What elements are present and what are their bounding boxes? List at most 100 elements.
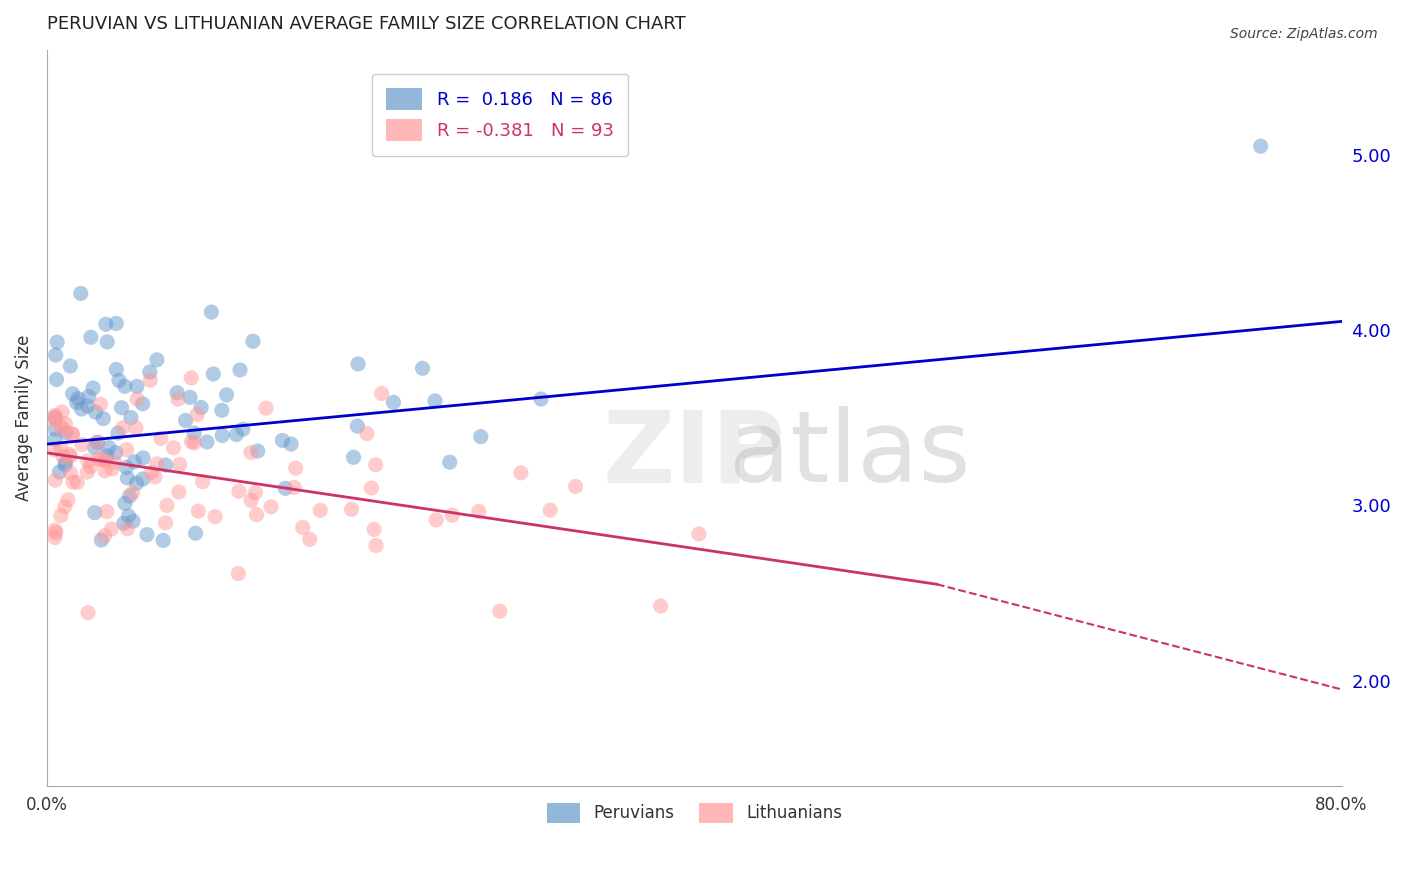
Point (260, 500, 283, 514)
Point (55, 425, 77, 440)
Point (70, 437, 93, 451)
Point (105, 362, 128, 376)
Point (180, 371, 202, 385)
Point (44, 413, 66, 427)
Point (49, 441, 72, 455)
Point (131, 397, 153, 411)
Point (118, 489, 141, 503)
Point (364, 458, 387, 472)
Point (211, 428, 233, 442)
Point (242, 334, 264, 349)
Point (104, 445, 127, 459)
Point (51, 405, 73, 419)
Point (191, 475, 214, 489)
Point (509, 466, 531, 480)
Point (62, 427, 84, 442)
Point (143, 470, 166, 484)
Point (152, 533, 174, 548)
Point (370, 386, 392, 401)
Y-axis label: Average Family Size: Average Family Size (15, 334, 32, 501)
Point (309, 503, 332, 517)
Point (44, 523, 66, 537)
Point (117, 508, 139, 523)
Point (146, 457, 169, 471)
Point (239, 445, 262, 459)
Point (186, 408, 208, 422)
Point (117, 522, 139, 536)
Text: atlas: atlas (728, 406, 970, 503)
Point (200, 305, 222, 319)
Point (94, 454, 117, 468)
Point (155, 516, 177, 530)
Point (125, 476, 148, 491)
Point (76, 454, 98, 468)
Point (94, 464, 117, 478)
Point (44, 473, 66, 487)
Point (246, 508, 269, 522)
Point (49, 419, 72, 434)
Point (86, 435, 108, 450)
Text: Source: ZipAtlas.com: Source: ZipAtlas.com (1230, 27, 1378, 41)
Point (48, 465, 70, 479)
Point (141, 466, 163, 480)
Point (86, 435, 108, 450)
Point (66, 475, 89, 490)
Point (115, 460, 138, 475)
Point (45, 525, 67, 540)
Point (274, 481, 297, 495)
Point (538, 503, 561, 517)
Point (411, 361, 433, 376)
Point (70, 402, 93, 417)
Text: PERUVIAN VS LITHUANIAN AVERAGE FAMILY SIZE CORRELATION CHART: PERUVIAN VS LITHUANIAN AVERAGE FAMILY SI… (46, 15, 686, 33)
Point (127, 392, 149, 407)
Point (62, 386, 84, 401)
Point (470, 430, 492, 444)
Point (114, 379, 136, 393)
Point (59, 450, 82, 464)
Point (132, 450, 155, 465)
Point (100, 522, 122, 536)
Point (204, 509, 226, 524)
Point (83, 441, 105, 455)
Point (89, 397, 111, 411)
Point (240, 493, 263, 508)
Point (425, 513, 447, 527)
Point (96, 449, 118, 463)
Point (183, 435, 205, 450)
Point (87, 451, 110, 466)
Point (44, 422, 66, 436)
Point (53, 500, 76, 514)
Point (271, 434, 294, 448)
Point (228, 484, 250, 499)
Point (280, 437, 302, 451)
Point (105, 317, 128, 331)
Point (91, 411, 114, 425)
Point (245, 485, 267, 500)
Point (167, 392, 190, 407)
Point (77, 390, 100, 404)
Point (232, 422, 254, 436)
Point (284, 461, 307, 475)
Point (364, 539, 387, 553)
Point (139, 365, 162, 379)
Point (120, 410, 142, 425)
Point (162, 441, 184, 455)
Point (62, 475, 84, 490)
Point (110, 401, 132, 415)
Point (55, 455, 77, 469)
Point (44, 411, 66, 425)
Point (650, 599, 672, 613)
Point (530, 392, 553, 406)
Point (228, 566, 250, 581)
Point (94, 317, 117, 331)
Point (52, 422, 75, 436)
Point (132, 472, 155, 486)
Point (195, 434, 218, 449)
Point (114, 496, 136, 510)
Point (49, 508, 72, 523)
Point (202, 367, 225, 381)
Point (65, 395, 87, 409)
Point (77, 606, 100, 620)
Point (342, 450, 364, 465)
Point (155, 458, 177, 472)
